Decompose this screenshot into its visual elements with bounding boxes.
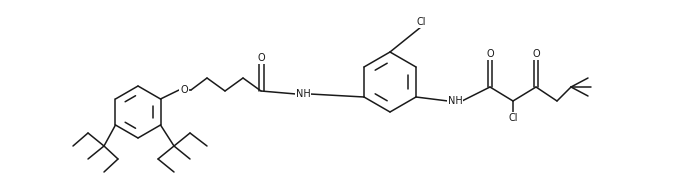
Text: O: O: [532, 49, 540, 59]
Text: O: O: [486, 49, 493, 59]
Text: O: O: [180, 85, 188, 95]
Text: Cl: Cl: [416, 17, 426, 27]
Text: O: O: [257, 53, 265, 63]
Text: NH: NH: [295, 89, 310, 99]
Text: Cl: Cl: [508, 113, 518, 123]
Text: NH: NH: [447, 96, 463, 106]
